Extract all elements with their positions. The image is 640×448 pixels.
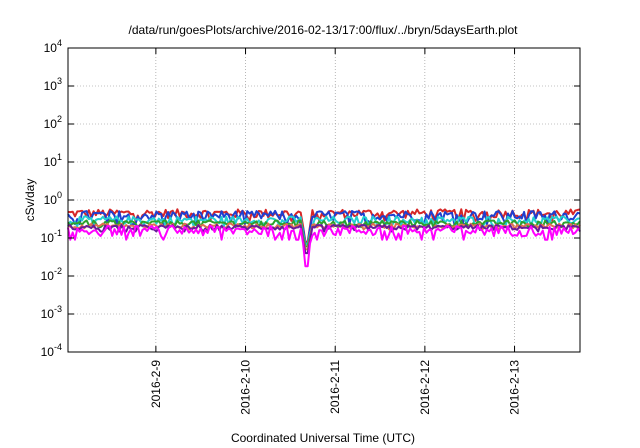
x-tick-label: 2016-2-10 [239,360,253,415]
series-line-2 [67,209,581,245]
y-tick-label: 103 [44,76,62,93]
y-tick-label: 10-2 [41,266,62,283]
y-axis-label: cSv/day [23,179,37,222]
y-tick-label: 10-4 [41,342,62,359]
y-tick-label: 100 [44,190,62,207]
y-tick-label: 10-3 [41,304,62,321]
y-tick-label: 102 [44,114,62,131]
x-tick-label: 2016-2-11 [328,360,342,414]
y-tick-label: 104 [44,38,62,55]
series-line-6 [67,224,581,255]
x-ticks: 2016-2-9 2016-2-10 2016-2-11 2016-2-12 2016-… [149,48,522,415]
series-line-7 [67,224,581,268]
y-tick-label: 101 [44,152,62,169]
x-tick-label: 2016-2-9 [149,360,163,408]
x-tick-label: 2016-2-13 [508,360,522,415]
series-group [67,208,581,268]
y-tick-label: 10-1 [41,228,62,245]
chart-title: /data/run/goesPlots/archive/2016-02-13/1… [129,23,519,37]
series-line-4 [67,219,581,248]
x-axis-label: Coordinated Universal Time (UTC) [231,431,415,445]
y-ticks: 10-4 10-3 10-2 10-1 100 101 102 103 104 [41,38,580,359]
x-tick-label: 2016-2-12 [418,360,432,415]
grid [68,48,580,352]
